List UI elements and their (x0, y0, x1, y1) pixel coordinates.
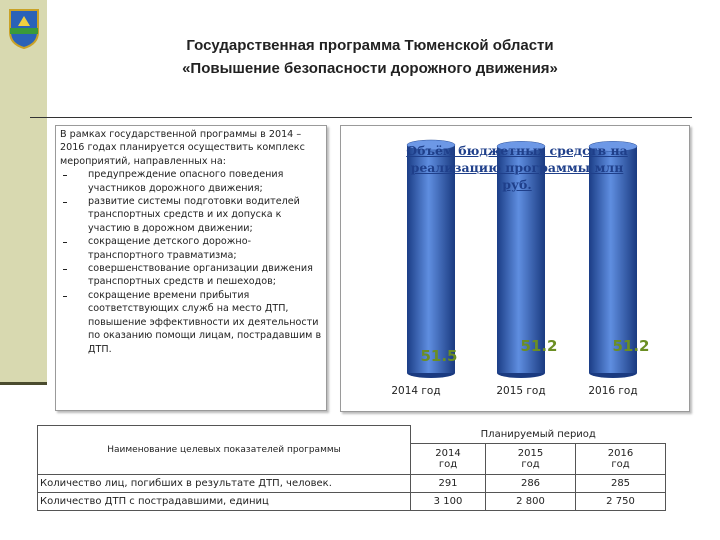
shield-figure (18, 16, 30, 26)
intro-text: В рамках государственной программы в 201… (60, 129, 305, 167)
group-header: Планируемый период (480, 428, 596, 440)
list-item: предупреждение опасного поведения участн… (60, 168, 322, 195)
bar-top (588, 141, 638, 152)
table-cell: 2 750 (575, 491, 666, 511)
value-label: 51.2 (520, 337, 557, 355)
shield-band (10, 28, 38, 34)
item-list: предупреждение опасного поведения участн… (60, 168, 322, 356)
list-item: сокращение детского дорожно-транспортног… (60, 235, 322, 262)
indicator-table: Наименование целевых показателей програм… (37, 425, 666, 511)
list-item: развитие системы подготовки водителей тр… (60, 195, 322, 235)
chart-box: 51.5 2014 год 51.2 2015 год 51.2 2016 год Объ… (340, 125, 690, 412)
slide-title: Государственная программа Тюменской обла… (60, 34, 680, 80)
year-header: 2016 год (575, 442, 666, 475)
title-line: «Повышение безопасности дорожного движен… (182, 60, 558, 77)
divider (30, 117, 692, 118)
table-cell: 286 (485, 473, 576, 493)
table-row: Количество лиц, погибших в результате ДТ… (37, 473, 666, 493)
table-row: 2014 год 2015 год 2016 год (38, 442, 666, 475)
list-item: сокращение времени прибытия соответствую… (60, 289, 322, 356)
chart-title: Объём бюджетных средств на реализацию пр… (406, 143, 628, 192)
bar-top (406, 139, 456, 151)
title-line: Государственная программа Тюменской обла… (186, 37, 554, 54)
side-strip (0, 0, 47, 385)
table-cell: 3 100 (410, 491, 486, 511)
table-cell: 2 800 (485, 491, 576, 511)
table-row: Наименование целевых показателей програм… (37, 425, 666, 475)
list-item: совершенствование организации движения т… (60, 262, 322, 289)
x-tick-label: 2015 год (496, 385, 545, 397)
x-tick-label: 2016 год (588, 385, 637, 397)
value-label: 51.5 (420, 347, 457, 365)
chart: 51.5 2014 год 51.2 2015 год 51.2 2016 год (391, 139, 650, 397)
x-tick-label: 2014 год (391, 385, 440, 397)
bar-top (496, 141, 546, 152)
year-header: 2014 год (410, 442, 486, 475)
row-label: Количество лиц, погибших в результате ДТ… (37, 473, 411, 493)
text-box: В рамках государственной программы в 201… (55, 125, 327, 411)
row-label: Количество ДТП с пострадавшими, единиц (37, 491, 411, 511)
value-label: 51.2 (612, 337, 649, 355)
bar (407, 145, 455, 373)
coat-of-arms (9, 9, 39, 50)
table-row: Количество ДТП с пострадавшими, единиц 3 … (37, 491, 666, 511)
table-cell: 291 (410, 473, 486, 493)
column-header: Наименование целевых показателей програм… (37, 425, 411, 475)
year-header: 2015 год (485, 442, 576, 475)
bar (497, 146, 545, 373)
table-cell: 285 (575, 473, 666, 493)
bar (589, 146, 637, 373)
